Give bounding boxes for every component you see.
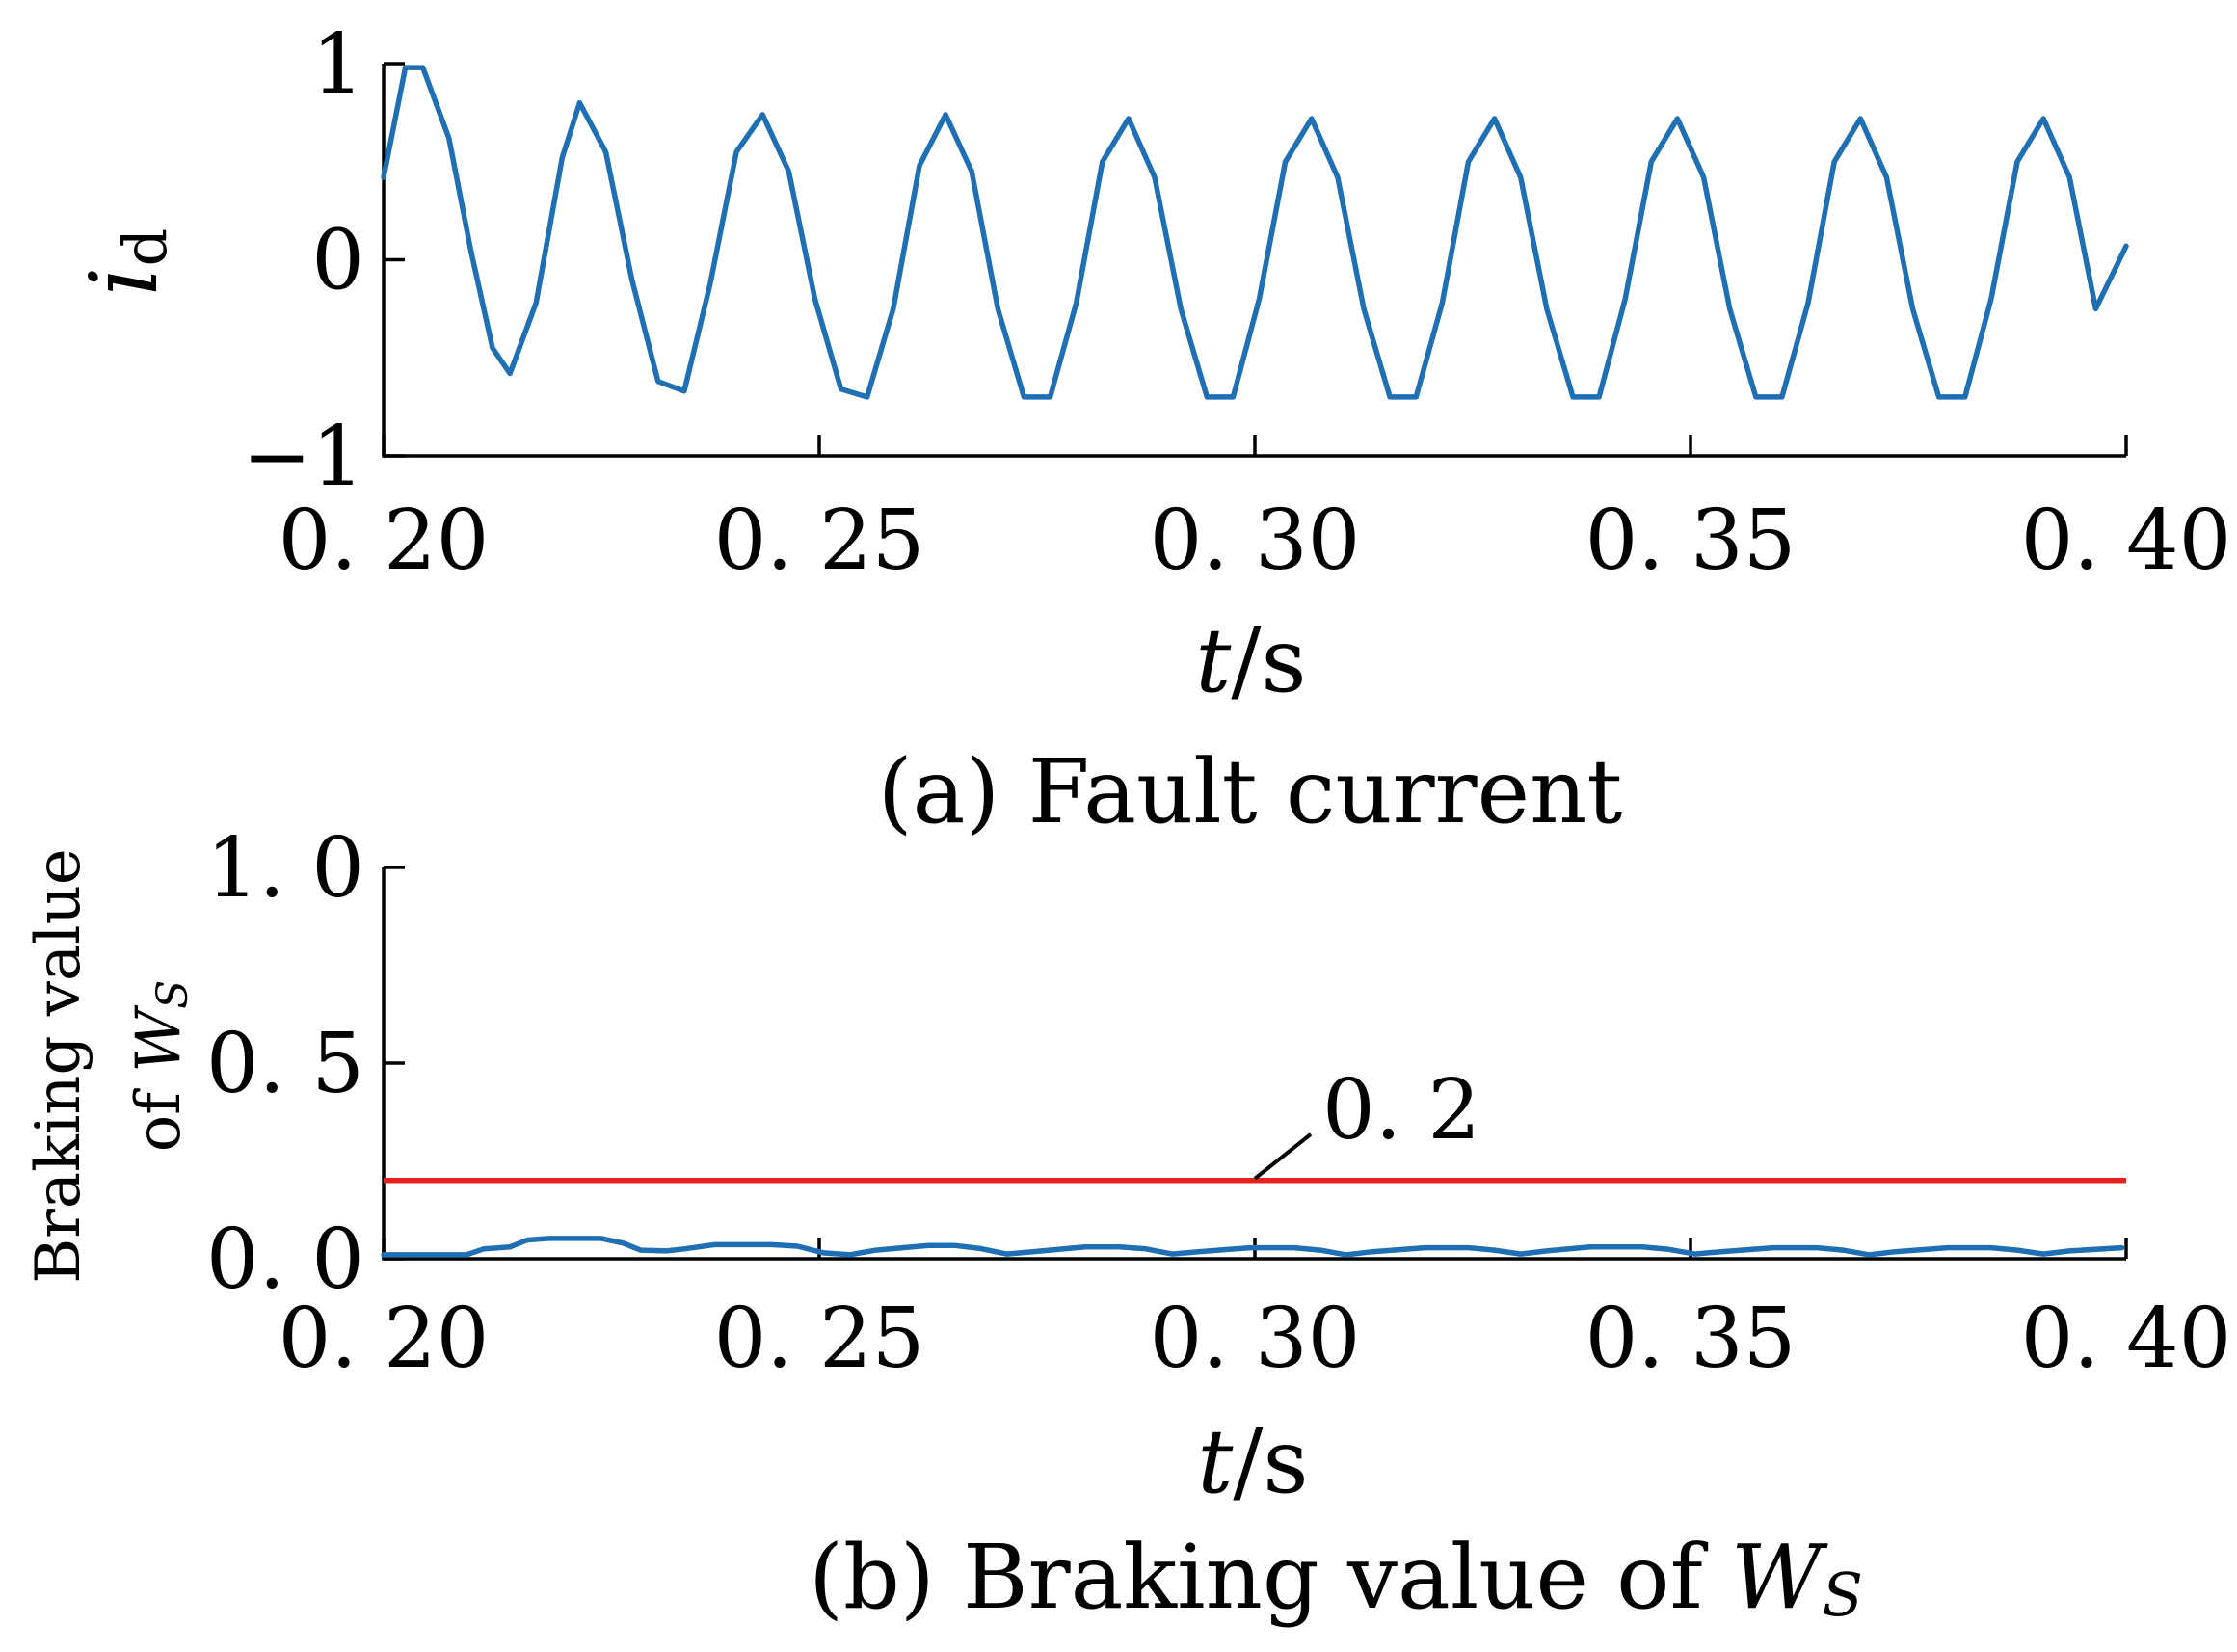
panel-b-y-axis-title-line1: Braking value [23, 848, 94, 1283]
panel-a-y-tick-label: 0 [311, 213, 364, 309]
panel-b-y-axis-title-line2: of WS [123, 980, 198, 1153]
panel-b-y-ticks: 0. 0 0. 5 1. 0 [206, 820, 405, 1308]
panel-b-x-ticks: 0. 20 0. 25 0. 30 0. 35 0. 40 [279, 1238, 2232, 1387]
panel-b-x-tick-label: 0. 35 [1585, 1291, 1797, 1387]
panel-a-x-tick-label: 0. 35 [1585, 493, 1797, 589]
panel-b-x-tick-label: 0. 20 [279, 1291, 490, 1387]
panel-a-y-tick-label: −1 [242, 409, 364, 505]
panel-a-series-line [381, 65, 2129, 400]
panel-b-x-tick-label: 0. 30 [1150, 1291, 1361, 1387]
panel-b-x-tick-label: 0. 25 [714, 1291, 925, 1387]
panel-a-y-axis-title: id [70, 228, 180, 296]
panel-b-axes [382, 867, 2126, 1261]
panel-b: 0. 20 0. 25 0. 30 0. 35 0. 40 0. 0 0. 5 1. 0 0… [23, 820, 2231, 1630]
panel-a-x-tick-label: 0. 30 [1150, 493, 1361, 589]
panel-a-axes [382, 64, 2126, 458]
panel-a-y-ticks: −1 0 1 [242, 16, 405, 505]
panel-b-caption: (b) Braking value of WS [809, 1526, 1863, 1630]
threshold-leader-line [1253, 1132, 1313, 1181]
panel-b-series-line [381, 1236, 2125, 1258]
panel-a-x-axis-title: t/s [1195, 609, 1306, 712]
panel-a-x-tick-label: 0. 25 [714, 493, 925, 589]
panel-b-x-axis-title: t/s [1197, 1410, 1308, 1513]
panel-a-x-ticks: 0. 20 0. 25 0. 30 0. 35 0. 40 [279, 435, 2232, 589]
panel-b-y-tick-label: 1. 0 [206, 820, 364, 917]
panel-a: 0. 20 0. 25 0. 30 0. 35 0. 40 −1 0 1 id t/s (a… [70, 16, 2231, 843]
panel-a-x-tick-label: 0. 40 [2021, 493, 2232, 589]
panel-b-y-tick-label: 0. 5 [206, 1016, 364, 1112]
panel-a-caption: (a) Fault current [878, 740, 1623, 843]
panel-a-x-tick-label: 0. 20 [279, 493, 490, 589]
panel-b-x-tick-label: 0. 40 [2021, 1291, 2232, 1387]
threshold-label: 0. 2 [1322, 1062, 1480, 1159]
panel-b-y-tick-label: 0. 0 [206, 1212, 364, 1308]
panel-a-y-tick-label: 1 [311, 16, 364, 113]
